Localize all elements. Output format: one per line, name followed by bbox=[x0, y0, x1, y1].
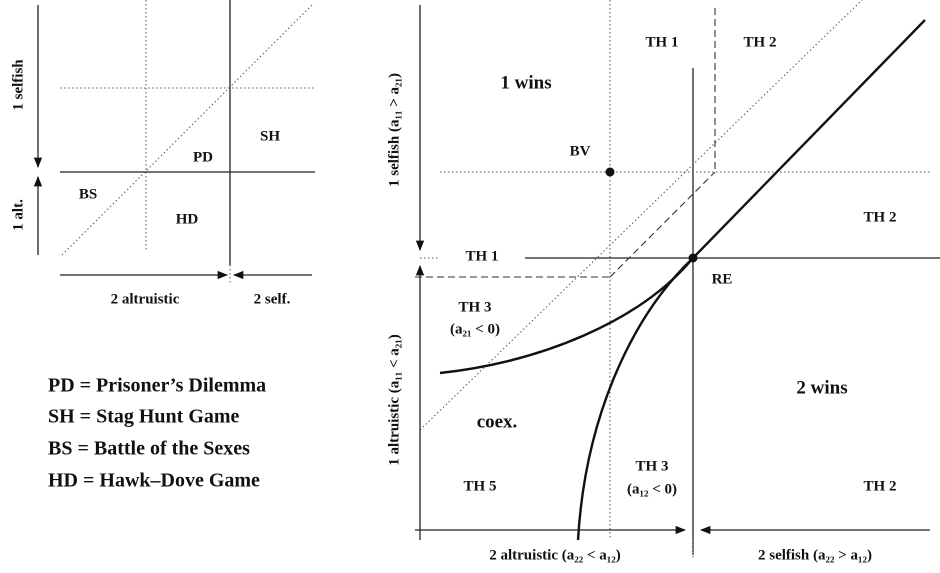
label: 1 wins bbox=[500, 72, 551, 93]
label: TH 2 bbox=[864, 209, 897, 225]
axis-label: 2 altruistic bbox=[111, 291, 180, 307]
label: TH 1 bbox=[466, 248, 499, 264]
label: TH 5 bbox=[464, 478, 497, 494]
label: SH bbox=[260, 128, 280, 144]
label: (a₁₂ < 0) bbox=[627, 481, 677, 497]
label: HD bbox=[176, 211, 199, 227]
line bbox=[609, 171, 716, 278]
label: PD bbox=[193, 149, 213, 165]
label: BS bbox=[79, 186, 97, 202]
axis-label: 1 selfish bbox=[10, 59, 26, 111]
curve bbox=[576, 257, 694, 541]
right-panel: TH 1 TH 2 1 wins BV TH 2 TH 1 RE TH 3 (a… bbox=[386, 0, 940, 563]
axis-label: 2 altruistic (a₂₂ < a₁₂) bbox=[489, 547, 621, 563]
label: 2 wins bbox=[796, 377, 847, 398]
point bbox=[688, 253, 698, 263]
label: BV bbox=[570, 143, 591, 159]
curve bbox=[692, 19, 926, 259]
label: TH 3 bbox=[459, 299, 492, 315]
point bbox=[605, 167, 615, 177]
label: (a₂₁ < 0) bbox=[450, 321, 500, 337]
legend-item: BS = Battle of the Sexes bbox=[48, 438, 250, 460]
legend: PD = Prisoner’s Dilemma SH = Stag Hunt G… bbox=[48, 375, 266, 492]
axis-label: 1 selfish (a₁₁ > a₂₁) bbox=[386, 73, 402, 187]
label: coex. bbox=[477, 411, 518, 432]
axis-label: 2 selfish (a₂₂ > a₁₂) bbox=[758, 547, 872, 563]
legend-item: SH = Stag Hunt Game bbox=[48, 406, 240, 428]
label: TH 3 bbox=[636, 458, 669, 474]
left-panel: PD SH BS HD 1 selfish 1 alt. 2 altruisti… bbox=[10, 0, 315, 307]
label: TH 2 bbox=[864, 478, 897, 494]
axis-label: 2 self. bbox=[254, 291, 291, 307]
legend-item: HD = Hawk–Dove Game bbox=[48, 470, 260, 492]
line bbox=[419, 0, 863, 431]
curve bbox=[439, 257, 694, 375]
label: RE bbox=[712, 271, 733, 287]
axis-label: 1 altruistic (a₁₁ < a₂₁) bbox=[386, 334, 402, 466]
line bbox=[61, 4, 313, 256]
label: TH 2 bbox=[744, 34, 777, 50]
label: TH 1 bbox=[646, 34, 679, 50]
axis-label: 1 alt. bbox=[10, 199, 26, 231]
legend-item: PD = Prisoner’s Dilemma bbox=[48, 375, 266, 397]
